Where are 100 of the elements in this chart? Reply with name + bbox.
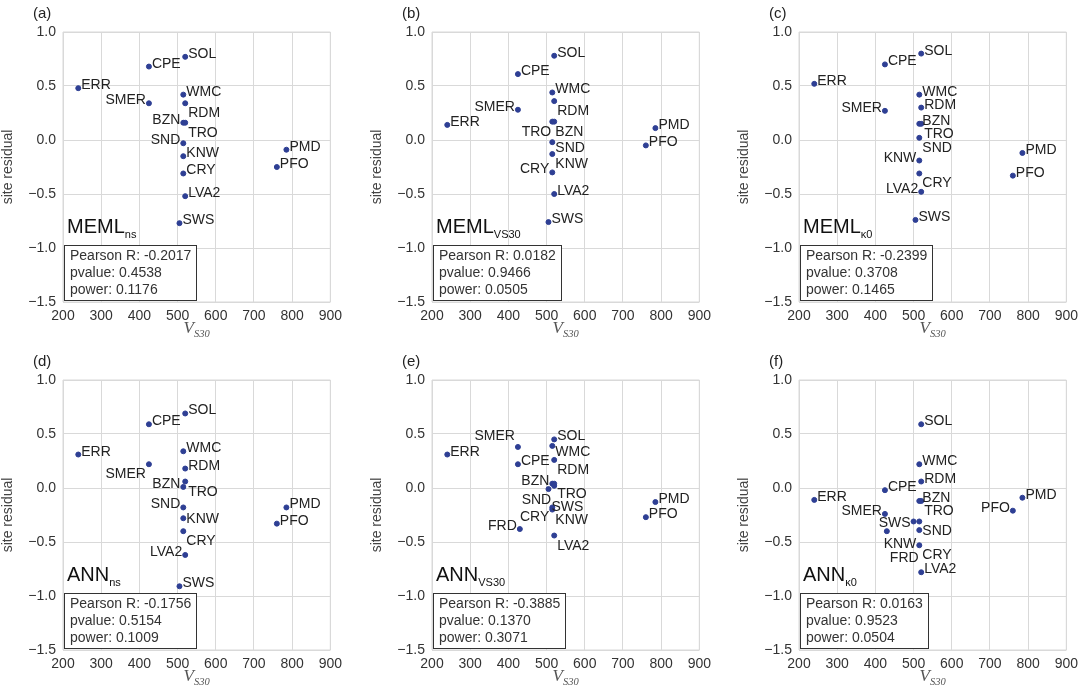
text: MEML$_{κ0}$ <box>803 215 873 242</box>
y-tick-label: −1.5 <box>764 292 793 309</box>
annotation: CRY <box>186 532 217 549</box>
annotation: Pearson R: -0.2017 <box>70 247 192 264</box>
y-axis-title: site residual <box>0 129 16 205</box>
x-tick-label: 200 <box>787 307 811 324</box>
x-tick-label: 400 <box>127 307 152 324</box>
annotation: RDM <box>188 456 221 473</box>
annotation: BZN <box>152 474 181 491</box>
x-tick-label: 200 <box>420 307 444 324</box>
annotation: power: 0.1465 <box>806 281 896 298</box>
annotation: PMD <box>289 137 321 154</box>
annotation: SND <box>922 138 952 155</box>
annotation: PMD <box>1025 140 1057 157</box>
annotation: SMER <box>105 91 146 108</box>
annotation: BZN <box>555 122 584 139</box>
x-tick-label: 800 <box>280 307 305 324</box>
annotation: FRD <box>889 549 919 566</box>
text: ANN$_{ns}$ <box>67 563 121 590</box>
y-tick-label: −0.5 <box>397 532 426 549</box>
y-tick-label: −1.0 <box>397 586 426 603</box>
annotation: SOL <box>188 44 217 61</box>
y-tick-label: −0.5 <box>28 532 57 549</box>
annotation: ERR <box>450 112 480 129</box>
y-tick-label: −1.0 <box>28 238 57 255</box>
y-tick-label: 0.5 <box>772 424 793 441</box>
annotation: SND <box>555 139 585 156</box>
y-tick-label: 0.0 <box>36 478 57 495</box>
annotation: Pearson R: -0.3885 <box>439 595 561 612</box>
x-tick-label: 400 <box>863 655 888 672</box>
x-tick-label: 300 <box>458 307 483 324</box>
annotation: SND <box>150 495 181 512</box>
x-tick-label: 800 <box>1016 655 1041 672</box>
annotation: BZN <box>521 471 550 488</box>
x-tick-label: 900 <box>1054 307 1079 324</box>
y-tick-label: −1.5 <box>397 640 426 657</box>
y-tick-label: 0.0 <box>772 478 793 495</box>
annotation: SWS <box>182 211 215 228</box>
x-tick-label: 600 <box>573 307 597 324</box>
x-tick-label: 600 <box>940 307 964 324</box>
x-tick-label: 600 <box>204 655 228 672</box>
chart-title: (d) <box>33 352 52 370</box>
y-tick-label: −0.5 <box>764 532 793 549</box>
y-tick-label: −1.5 <box>397 292 426 309</box>
y-tick-label: 1.0 <box>405 22 426 39</box>
annotation: pvalue: 0.4538 <box>70 264 163 281</box>
annotation: power: 0.0505 <box>439 281 529 298</box>
x-tick-label: 200 <box>420 655 444 672</box>
annotation: PFO <box>981 498 1010 515</box>
x-tick-label: 900 <box>318 307 343 324</box>
y-tick-label: −1.5 <box>764 640 793 657</box>
annotation: RDM <box>924 469 957 486</box>
x-tick-label: 900 <box>687 307 712 324</box>
annotation: SMER <box>474 97 515 114</box>
y-tick-label: 0.0 <box>772 130 793 147</box>
annotation: PMD <box>1025 485 1057 502</box>
y-tick-label: 1.0 <box>772 370 793 387</box>
text: ANN$_{κ0}$ <box>803 563 857 590</box>
chart-title: (a) <box>33 4 52 22</box>
x-tick-label: 200 <box>51 655 75 672</box>
annotation: Pearson R: -0.2399 <box>806 247 928 264</box>
annotation: SOL <box>924 41 953 58</box>
annotation: RDM <box>188 104 221 121</box>
x-tick-label: 800 <box>280 655 305 672</box>
x-tick-label: 300 <box>89 307 114 324</box>
annotation: SWS <box>551 210 584 227</box>
annotation: RDM <box>557 102 590 119</box>
annotation: LVA2 <box>557 182 590 198</box>
y-tick-label: −1.5 <box>28 292 57 309</box>
x-tick-label: 700 <box>611 307 635 324</box>
annotation: KNW <box>883 535 918 552</box>
annotation: pvalue: 0.9523 <box>806 612 899 629</box>
annotation: CRY <box>519 508 550 525</box>
x-tick-label: 700 <box>611 655 635 672</box>
annotation: TRO <box>188 123 218 140</box>
annotation: PFO <box>279 511 309 528</box>
y-tick-label: 0.5 <box>405 76 426 93</box>
y-axis-title: site residual <box>0 477 16 553</box>
x-tick-label: 900 <box>1054 655 1079 672</box>
text: ANN$_{VS30}$ <box>436 563 506 590</box>
annotation: WMC <box>555 442 591 459</box>
x-tick-label: 800 <box>649 655 674 672</box>
annotation: CPE <box>520 62 550 79</box>
annotation: power: 0.3071 <box>439 629 529 646</box>
x-tick-label: 300 <box>825 307 850 324</box>
annotation: SWS <box>182 574 215 591</box>
annotation: power: 0.1176 <box>70 281 159 298</box>
y-tick-label: 1.0 <box>772 22 793 39</box>
y-tick-label: −1.0 <box>764 238 793 255</box>
x-tick-label: 700 <box>242 655 266 672</box>
annotation: WMC <box>922 452 958 469</box>
annotation: LVA2 <box>188 184 221 201</box>
annotation: SND <box>922 522 952 539</box>
annotation: CPE <box>151 54 181 71</box>
annotation: KNW <box>186 144 220 161</box>
annotation: CRY <box>519 160 550 177</box>
y-tick-label: 1.0 <box>405 370 426 387</box>
x-tick-label: 700 <box>242 307 266 324</box>
annotation: SMER <box>474 426 515 443</box>
annotation: pvalue: 0.3708 <box>806 264 899 281</box>
